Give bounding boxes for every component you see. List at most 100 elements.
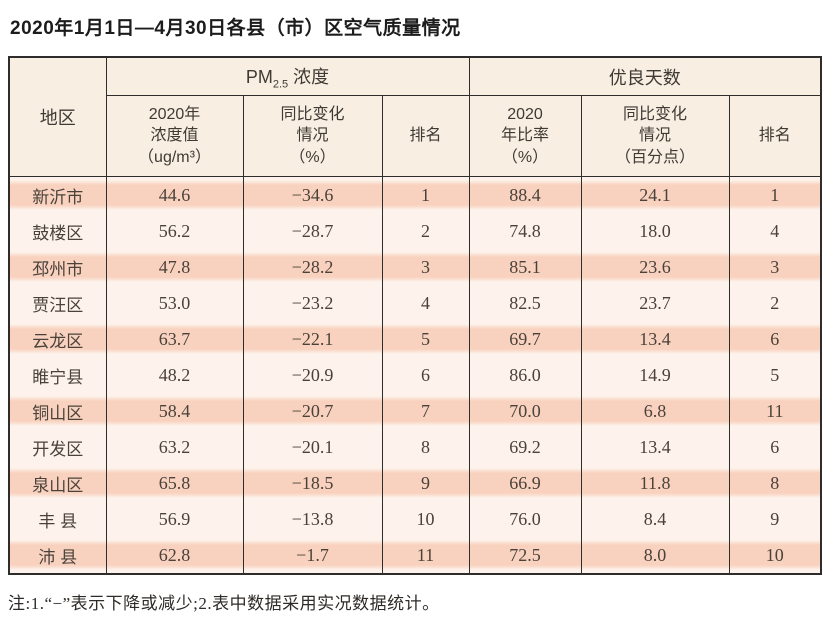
region-cell: 邳州市 [8,249,107,285]
pm-rank-cell: 10 [381,501,470,537]
pm-change-cell: −23.2 [242,285,383,321]
good-rank-cell: 6 [728,429,822,465]
header-line: 2020 [507,106,543,124]
pm-change-cell: −34.6 [242,176,383,213]
header-line: 浓度值 [150,127,199,145]
pm-change-cell: −20.1 [242,429,383,465]
pm-value-cell: 65.8 [105,465,244,501]
good-rate-cell: 88.4 [468,176,582,213]
good-change-cell: 23.7 [580,285,730,321]
good-rank-cell: 6 [728,321,822,357]
header-line: 年比率 [501,127,550,145]
region-cell: 新沂市 [8,176,107,213]
pm-change-cell: −28.7 [242,213,383,249]
pm-change-cell: −20.9 [242,357,383,393]
pm-value-cell: 48.2 [105,357,244,393]
good-change-cell: 8.0 [580,537,730,574]
good-rank-cell: 2 [728,285,822,321]
pm-value-cell: 47.8 [105,249,244,285]
good-change-cell: 13.4 [580,429,730,465]
pm-rank-cell: 3 [381,249,470,285]
pm-value-cell: 58.4 [105,393,244,429]
column-header-pm-value: 2020年 浓度值 （ug/m³） [105,95,244,177]
region-cell: 贾汪区 [8,285,107,321]
pm-rank-cell: 11 [381,537,470,574]
pm-rank-cell: 8 [381,429,470,465]
pm-group-subscript: 2.5 [272,78,289,91]
good-change-cell: 24.1 [580,176,730,213]
region-cell: 丰 县 [8,501,107,537]
pm-rank-cell: 4 [381,285,470,321]
table-row: 新沂市 44.6 −34.6 1 88.4 24.1 1 [8,176,822,213]
good-rank-cell: 3 [728,249,822,285]
good-rank-cell: 10 [728,537,822,574]
table-row: 邳州市 47.8 −28.2 3 85.1 23.6 3 [8,249,822,285]
pm-change-cell: −18.5 [242,465,383,501]
good-change-cell: 13.4 [580,321,730,357]
column-header-good-change: 同比变化 情况 （百分点） [580,95,730,177]
pm-change-cell: −1.7 [242,537,383,574]
pm-value-cell: 62.8 [105,537,244,574]
good-rate-cell: 70.0 [468,393,582,429]
table-body: 新沂市 44.6 −34.6 1 88.4 24.1 1 鼓楼区 56.2 −28.7 2 74.8 1… [8,176,822,574]
pm-rank-cell: 2 [381,213,470,249]
header-line: 情况 [296,127,329,145]
table-row: 鼓楼区 56.2 −28.7 2 74.8 18.0 4 [8,213,822,249]
header-line: （百分点） [615,148,696,166]
good-change-cell: 18.0 [580,213,730,249]
table-row: 沛 县 62.8 −1.7 11 72.5 8.0 10 [8,537,822,574]
region-cell: 鼓楼区 [8,213,107,249]
pm-change-cell: −13.8 [242,501,383,537]
header-line: 情况 [639,127,672,145]
header-line: （%） [501,148,549,166]
column-header-good-rank: 排名 [728,95,822,177]
column-group-pm25: PM2.5 浓度 [105,56,470,96]
pm-rank-cell: 6 [381,357,470,393]
good-rate-cell: 76.0 [468,501,582,537]
good-rank-cell: 4 [728,213,822,249]
good-rank-cell: 1 [728,176,822,213]
good-rate-cell: 74.8 [468,213,582,249]
pm-value-cell: 53.0 [105,285,244,321]
region-cell: 云龙区 [8,321,107,357]
table-row: 贾汪区 53.0 −23.2 4 82.5 23.7 2 [8,285,822,321]
good-rate-cell: 66.9 [468,465,582,501]
pm-change-cell: −22.1 [242,321,383,357]
good-change-cell: 11.8 [580,465,730,501]
page-title: 2020年1月1日—4月30日各县（市）区空气质量情况 [10,18,461,39]
good-rate-cell: 85.1 [468,249,582,285]
pm-value-cell: 44.6 [105,176,244,213]
column-header-good-rate: 2020 年比率 （%） [468,95,582,177]
header-line: （%） [289,148,336,166]
pm-value-cell: 56.2 [105,213,244,249]
good-rank-cell: 8 [728,465,822,501]
header-line: 2020年 [148,106,201,124]
pm-rank-cell: 5 [381,321,470,357]
table-header: 地区 PM2.5 浓度 优良天数 2020年 浓度值 （ug/m³） 同比变化 … [8,56,822,177]
table-footnote: 注:1.“−”表示下降或减少;2.表中数据采用实况数据统计。 [8,594,440,613]
region-cell: 开发区 [8,429,107,465]
good-change-cell: 8.4 [580,501,730,537]
region-cell: 铜山区 [8,393,107,429]
header-line: 排名 [409,127,442,145]
good-change-cell: 23.6 [580,249,730,285]
pm-change-cell: −28.2 [242,249,383,285]
region-cell: 睢宁县 [8,357,107,393]
column-group-good-days: 优良天数 [468,56,822,96]
good-change-cell: 6.8 [580,393,730,429]
pm-value-cell: 63.7 [105,321,244,357]
pm-group-prefix: PM [245,66,273,87]
good-rate-cell: 69.2 [468,429,582,465]
good-rank-cell: 9 [728,501,822,537]
region-cell: 泉山区 [8,465,107,501]
air-quality-table: 地区 PM2.5 浓度 优良天数 2020年 浓度值 （ug/m³） 同比变化 … [8,56,823,575]
good-rate-cell: 86.0 [468,357,582,393]
region-cell: 沛 县 [8,537,107,574]
good-rate-cell: 82.5 [468,285,582,321]
table-row: 丰 县 56.9 −13.8 10 76.0 8.4 9 [8,501,822,537]
table-row: 云龙区 63.7 −22.1 5 69.7 13.4 6 [8,321,822,357]
good-rank-cell: 5 [728,357,822,393]
header-line: 同比变化 [280,106,345,124]
column-header-pm-rank: 排名 [381,95,470,177]
pm-rank-cell: 1 [381,176,470,213]
